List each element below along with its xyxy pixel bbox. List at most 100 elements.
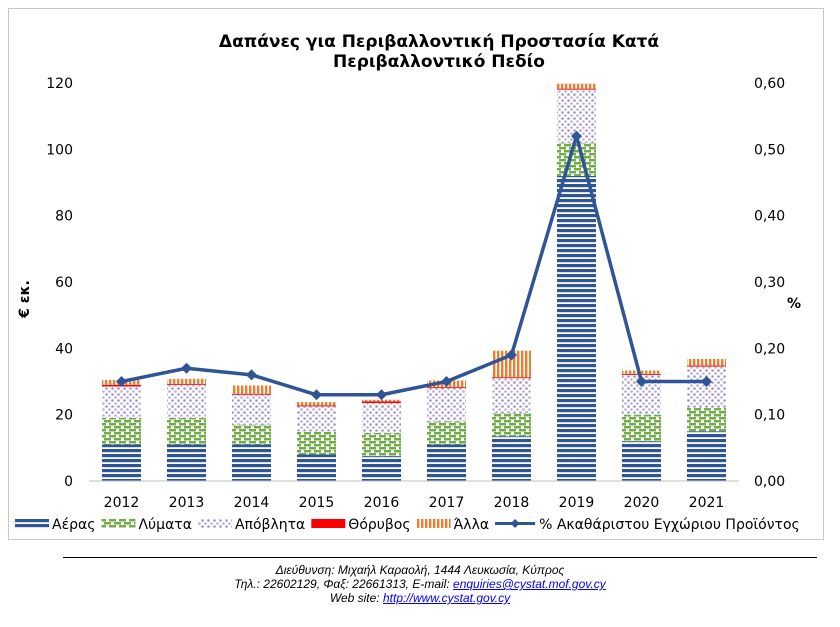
footer: Διεύθυνση: Μιχαήλ Καραολή, 1444 Λευκωσία…	[0, 563, 840, 605]
y2-tick-label: 0,10	[754, 408, 785, 424]
bar-segment	[427, 421, 466, 445]
chart-container: Δαπάνες για Περιβαλλοντική Προστασία Κατ…	[8, 8, 824, 540]
bar-segment	[232, 444, 271, 481]
bar-segment	[102, 444, 141, 481]
bar-segment	[232, 424, 271, 445]
bar-segment	[687, 365, 726, 367]
bar-segment	[427, 387, 466, 389]
bar-segment	[427, 444, 466, 481]
y2-tick-label: 0,60	[754, 76, 785, 92]
footer-contact: Τηλ.: 22602129, Φαξ: 22661313, E-mail: e…	[0, 577, 840, 591]
chart: Δαπάνες για Περιβαλλοντική Προστασία Κατ…	[15, 32, 801, 533]
bar-segment	[557, 83, 596, 89]
bar-segment	[492, 378, 531, 414]
y-tick-label: 20	[55, 408, 73, 424]
x-tick-label: 2015	[299, 495, 335, 511]
x-tick-label: 2018	[494, 495, 530, 511]
gdp-point	[506, 349, 517, 361]
bar-segment	[167, 417, 206, 445]
bar-segment	[297, 454, 336, 481]
legend-label: % Ακαθάριστου Εγχώριου Προϊόντος	[539, 517, 800, 533]
bar-segment	[492, 436, 531, 481]
x-axis-ticks: 2012 2013 2014 2015 2016 2017 2018 2019 2020 2021	[104, 495, 725, 511]
bar-segment	[427, 388, 466, 422]
legend-swatch	[197, 519, 232, 528]
y2-tick-label: 0,20	[754, 341, 785, 357]
footer-divider	[63, 557, 817, 558]
bar-segment	[232, 394, 271, 425]
gdp-point	[246, 369, 257, 381]
x-tick-label: 2012	[104, 495, 140, 511]
legend-swatch	[15, 519, 49, 528]
chart-title-line1: Δαπάνες για Περιβαλλοντική Προστασία Κατ…	[219, 32, 659, 52]
bar-segment	[622, 414, 661, 442]
y2-tick-label: 0,30	[754, 275, 785, 291]
gdp-point	[571, 130, 582, 142]
bar-segment	[557, 142, 596, 176]
bar-segment	[362, 401, 401, 404]
gdp-point	[181, 362, 192, 374]
bar-segment	[297, 431, 336, 455]
y2-tick-label: 0,40	[754, 209, 785, 225]
bar-segment	[297, 405, 336, 407]
y2-tick-label: 0,50	[754, 142, 785, 158]
bar-segment	[362, 399, 401, 402]
bar-segment	[557, 88, 596, 90]
gdp-point	[311, 389, 322, 401]
x-tick-label: 2014	[234, 495, 270, 511]
bar-segment	[102, 417, 141, 445]
y-tick-label: 40	[55, 341, 73, 357]
legend-swatch	[416, 519, 451, 528]
gdp-line-series	[116, 130, 712, 401]
legend: Αέρας Λύματα Απόβλητα Θόρυβος Άλλα % Ακαθάρισ…	[15, 517, 800, 533]
y-tick-label: 100	[46, 142, 73, 158]
gdp-line	[121, 134, 707, 397]
y-axis-label: € εκ.	[17, 280, 33, 319]
bar-segment	[102, 386, 141, 418]
footer-website-label: Web site:	[329, 591, 383, 605]
bar-segment	[362, 456, 401, 481]
y-tick-label: 0	[64, 474, 73, 490]
x-tick-label: 2017	[429, 495, 465, 511]
footer-website: Web site: http://www.cystat.gov.cy	[0, 591, 840, 605]
bar-segment	[167, 384, 206, 418]
chart-title-line2: Περιβαλλοντικό Πεδίο	[333, 52, 545, 72]
bar-segment	[167, 383, 206, 385]
bar-segment	[232, 393, 271, 395]
bar-stacks	[102, 83, 726, 481]
bar-segment	[362, 403, 401, 433]
bar-segment	[492, 377, 531, 379]
bar-segment	[687, 408, 726, 432]
bar-segment	[167, 444, 206, 481]
bar-segment	[622, 373, 661, 375]
legend-swatch	[101, 519, 136, 528]
bar-segment	[362, 432, 401, 457]
gdp-point	[376, 389, 387, 401]
x-tick-label: 2020	[624, 495, 660, 511]
x-tick-label: 2016	[364, 495, 400, 511]
legend-label: Άλλα	[454, 517, 490, 533]
footer-address: Διεύθυνση: Μιχαήλ Καραολή, 1444 Λευκωσία…	[275, 563, 565, 577]
y-axis-ticks: 0 20 40 60 80 100 120	[46, 76, 73, 490]
legend-swatch	[311, 519, 346, 528]
gdp-point	[701, 376, 712, 387]
bar-segment	[557, 175, 596, 481]
legend-label: Λύματα	[138, 517, 191, 533]
y-tick-label: 80	[55, 209, 73, 225]
gdp-point	[441, 376, 452, 387]
bar-segment	[687, 358, 726, 366]
y2-axis-label: %	[787, 296, 801, 312]
footer-website-link[interactable]: http://www.cystat.gov.cy	[382, 591, 511, 605]
gdp-point	[636, 376, 647, 387]
gdp-point	[116, 376, 127, 387]
bar-segment	[687, 431, 726, 481]
legend-label: Αέρας	[52, 517, 95, 533]
legend-label: Θόρυβος	[348, 517, 410, 533]
y-tick-label: 60	[55, 275, 73, 291]
footer-phone-fax: Τηλ.: 22602129, Φαξ: 22661313, E-mail:	[234, 577, 454, 591]
footer-email-link[interactable]: enquiries@cystat.mof.gov.cy	[453, 577, 606, 591]
x-tick-label: 2013	[169, 495, 205, 511]
bar-segment	[687, 366, 726, 409]
bar-segment	[297, 406, 336, 432]
y2-tick-label: 0,00	[754, 474, 785, 490]
